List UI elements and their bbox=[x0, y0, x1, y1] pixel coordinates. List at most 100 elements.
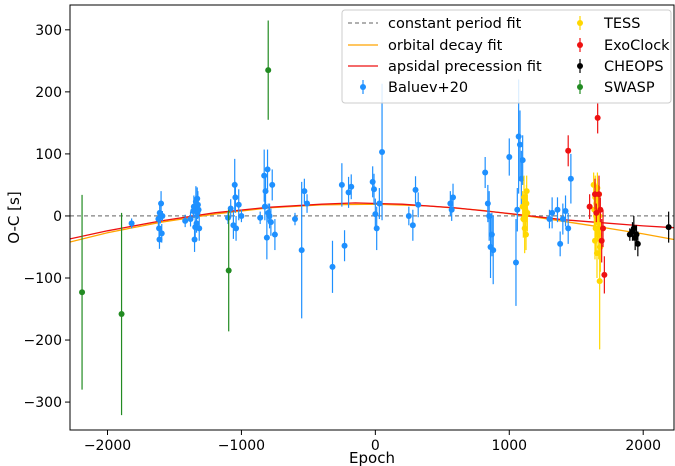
baluev-20-point-50 bbox=[369, 178, 376, 185]
baluev-20-point-54 bbox=[376, 200, 383, 207]
legend-box bbox=[341, 9, 672, 104]
axis-ticks: −2000 −1000 0 1000 2000−300−200−100010020030… bbox=[24, 23, 661, 454]
baluev-20-point-73 bbox=[516, 141, 523, 148]
exoclock-point-6 bbox=[597, 206, 604, 213]
baluev-20-point-49 bbox=[348, 183, 355, 190]
baluev-20-point-75 bbox=[519, 157, 526, 164]
y-tick-label-6: 300 bbox=[35, 23, 62, 39]
baluev-20-point-20 bbox=[195, 206, 202, 213]
legend-label-exoclock: ExoClock bbox=[604, 38, 670, 54]
baluev-20-point-28 bbox=[235, 201, 242, 208]
baluev-20-point-21 bbox=[196, 225, 203, 232]
baluev-20-point-19 bbox=[194, 201, 201, 208]
legend-label-cheops: CHEOPS bbox=[604, 59, 664, 75]
baluev-20-point-57 bbox=[409, 222, 416, 229]
legend-swatch-swasp-marker bbox=[577, 84, 583, 90]
baluev-20-point-44 bbox=[304, 200, 311, 207]
y-tick-label-1: −200 bbox=[24, 333, 62, 349]
legend-swatch-cheops-marker bbox=[577, 63, 583, 69]
baluev-20-point-68 bbox=[490, 247, 497, 254]
legend-label-apsidal-precession: apsidal precession fit bbox=[388, 59, 542, 75]
baluev-20-point-79 bbox=[557, 240, 564, 247]
data-points bbox=[79, 20, 672, 416]
x-tick-label-2: 0 bbox=[371, 438, 380, 454]
baluev-20-point-41 bbox=[291, 216, 298, 223]
swasp-point-2 bbox=[225, 267, 232, 274]
baluev-20-point-7 bbox=[158, 230, 165, 237]
legend-entry-tess: TESS bbox=[577, 16, 640, 32]
legend: constant period fit orbital decay fit ap… bbox=[341, 9, 672, 104]
baluev-20-point-43 bbox=[301, 188, 308, 195]
legend-entry-exoclock: ExoClock bbox=[577, 38, 670, 54]
baluev-20-point-58 bbox=[412, 186, 419, 193]
cheops-point-4 bbox=[633, 231, 640, 238]
legend-label-orbital-decay: orbital decay fit bbox=[388, 38, 503, 54]
series-tess bbox=[519, 172, 604, 350]
series-cheops bbox=[626, 211, 672, 257]
legend-swatch-exoclock-marker bbox=[577, 42, 583, 48]
baluev-20-point-51 bbox=[371, 186, 378, 193]
baluev-20-point-72 bbox=[515, 133, 522, 140]
baluev-20-point-16 bbox=[193, 220, 200, 227]
baluev-20-point-46 bbox=[338, 181, 345, 188]
y-tick-label-4: 100 bbox=[35, 147, 62, 163]
baluev-20-point-82 bbox=[565, 225, 572, 232]
legend-entry-constant-period: constant period fit bbox=[348, 16, 522, 32]
baluev-20-point-77 bbox=[549, 209, 556, 216]
cheops-point-6 bbox=[665, 224, 672, 231]
x-tick-label-1: −1000 bbox=[218, 438, 265, 454]
baluev-20-point-59 bbox=[415, 201, 422, 208]
swasp-point-0 bbox=[79, 289, 86, 296]
baluev-20-point-63 bbox=[482, 169, 489, 176]
baluev-20-point-78 bbox=[554, 206, 561, 213]
baluev-20-point-61 bbox=[448, 206, 455, 213]
tess-point-8 bbox=[523, 188, 530, 195]
baluev-20-point-34 bbox=[263, 234, 270, 241]
baluev-20-point-42 bbox=[298, 247, 305, 254]
tess-point-9 bbox=[524, 209, 531, 216]
series-baluev-20 bbox=[128, 79, 574, 319]
legend-label-tess: TESS bbox=[603, 16, 640, 32]
exoclock-point-8 bbox=[600, 225, 607, 232]
baluev-20-point-67 bbox=[488, 231, 495, 238]
baluev-20-point-62 bbox=[450, 194, 457, 201]
baluev-20-point-53 bbox=[373, 225, 380, 232]
legend-entry-baluev: Baluev+20 bbox=[360, 80, 468, 96]
baluev-20-point-10 bbox=[187, 216, 194, 223]
baluev-20-point-35 bbox=[264, 166, 271, 173]
swasp-point-1 bbox=[118, 310, 125, 317]
series-swasp bbox=[79, 20, 272, 416]
baluev-20-point-32 bbox=[261, 203, 268, 210]
baluev-20-point-38 bbox=[267, 219, 274, 226]
legend-entry-swasp: SWASP bbox=[577, 80, 655, 96]
baluev-20-point-56 bbox=[405, 212, 412, 219]
x-tick-label-0: −2000 bbox=[84, 438, 131, 454]
exoclock-point-4 bbox=[594, 114, 601, 121]
baluev-20-point-69 bbox=[506, 154, 513, 161]
baluev-20-point-37 bbox=[266, 212, 273, 219]
exoclock-point-5 bbox=[596, 191, 603, 198]
y-tick-label-5: 200 bbox=[35, 85, 62, 101]
tess-point-6 bbox=[523, 231, 530, 238]
baluev-20-point-45 bbox=[329, 263, 336, 270]
exoclock-point-0 bbox=[565, 147, 572, 154]
x-axis-label: Epoch bbox=[349, 449, 395, 466]
baluev-20-point-55 bbox=[379, 149, 386, 156]
legend-label-constant-period: constant period fit bbox=[388, 16, 522, 32]
exoclock-point-7 bbox=[598, 237, 605, 244]
baluev-20-point-81 bbox=[562, 207, 569, 214]
baluev-20-point-6 bbox=[158, 200, 165, 207]
tess-point-24 bbox=[596, 278, 603, 285]
baluev-20-point-9 bbox=[182, 217, 189, 224]
cheops-point-5 bbox=[634, 240, 641, 247]
baluev-20-point-29 bbox=[238, 212, 245, 219]
baluev-20-point-0 bbox=[128, 220, 135, 227]
plot-frame bbox=[69, 4, 675, 431]
baluev-20-point-17 bbox=[194, 195, 201, 202]
baluev-20-point-25 bbox=[231, 181, 238, 188]
exoclock-point-9 bbox=[601, 271, 608, 278]
x-tick-label-3: 1000 bbox=[491, 438, 527, 454]
baluev-20-point-70 bbox=[512, 259, 519, 266]
baluev-20-point-47 bbox=[341, 242, 348, 249]
